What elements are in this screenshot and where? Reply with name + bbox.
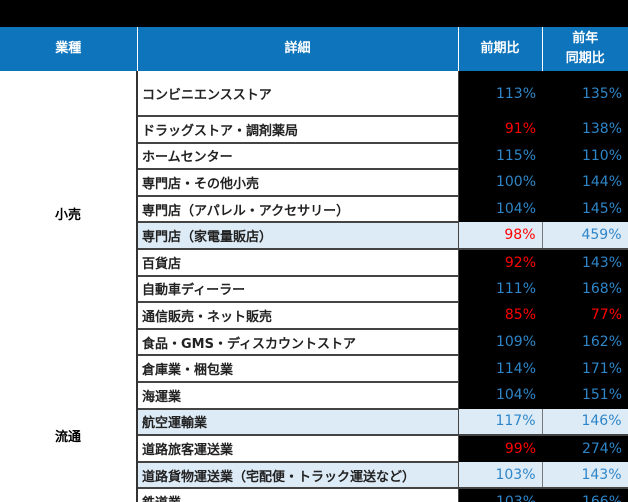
yoy-cell: 459% <box>542 222 628 250</box>
header-row: 業種 詳細 前期比 前年同期比 <box>0 27 628 71</box>
detail-cell: 百貨店 <box>137 248 459 277</box>
detail-cell: 専門店・その他小売 <box>137 169 459 197</box>
table-row: 鉄道業103%166% <box>0 488 628 502</box>
table-row: 専門店（アパレル・アクセサリー） 104% 145% <box>0 195 628 224</box>
yoy-cell: 144% <box>542 169 628 196</box>
detail-cell: 海運業 <box>137 381 459 410</box>
header-yoy-line1: 前年 <box>572 31 599 46</box>
table-row: 小売 コンビニエンスストア 113% 135% <box>0 71 628 356</box>
header-yoy: 前年 同期比 <box>542 27 628 71</box>
table-row: 百貨店 92% 143% <box>0 248 628 277</box>
table-row: 通信販売・ネット販売 85% 77% <box>0 302 628 330</box>
yoy-cell: 166% <box>542 488 628 502</box>
yoy-cell: 110% <box>542 142 628 170</box>
qoq-cell: 100% <box>458 169 542 196</box>
qoq-cell: 117% <box>458 408 543 437</box>
table-row: ホームセンター 115% 110% <box>0 142 628 171</box>
table-row: 航空運輸業 117% 146% <box>0 408 628 437</box>
header-qoq: 前期比 <box>458 27 543 71</box>
detail-cell: 専門店（アパレル・アクセサリー） <box>137 195 459 224</box>
detail-cell: 自動車ディーラー <box>137 275 459 304</box>
qoq-cell: 91% <box>458 116 542 143</box>
yoy-cell: 146% <box>542 408 628 437</box>
qoq-cell: 115% <box>458 142 542 170</box>
qoq-cell: 104% <box>458 195 542 223</box>
yoy-cell: 138% <box>542 116 628 143</box>
qoq-cell: 103% <box>458 488 542 502</box>
qoq-cell: 99% <box>458 435 542 462</box>
qoq-cell: 111% <box>458 275 542 303</box>
detail-cell: 鉄道業 <box>137 488 459 502</box>
yoy-cell: 171% <box>542 355 628 382</box>
detail-cell: 倉庫業・梱包業 <box>137 355 459 383</box>
detail-cell: ホームセンター <box>137 142 459 171</box>
header-yoy-line2: 同期比 <box>565 51 605 66</box>
yoy-cell: 77% <box>542 302 628 329</box>
qoq-cell: 103% <box>458 461 543 490</box>
table-row: 自動車ディーラー 111% 168% <box>0 275 628 304</box>
qoq-cell: 98% <box>458 222 543 250</box>
table-row: 海運業 104% 151% <box>0 381 628 410</box>
detail-cell: 食品・GMS・ディスカウントストア <box>137 328 459 357</box>
yoy-cell: 274% <box>542 435 628 462</box>
yoy-cell: 168% <box>542 275 628 303</box>
yoy-cell: 145% <box>542 195 628 223</box>
qoq-cell: 109% <box>458 328 542 356</box>
qoq-cell: 85% <box>458 302 542 329</box>
yoy-cell: 143% <box>542 461 628 490</box>
category-cell: 流通 <box>0 355 138 502</box>
detail-cell: ドラッグストア・調剤薬局 <box>137 116 459 144</box>
table-row: 専門店（家電量販店） 98% 459% <box>0 222 628 250</box>
table-row: 流通 倉庫業・梱包業 114% 171% <box>0 355 628 502</box>
detail-cell: コンビニエンスストア <box>137 71 459 117</box>
industry-comparison-table: 業種 詳細 前期比 前年 同期比 小売 コンビニエンスストア 113% 135% ドラッグ… <box>0 27 628 502</box>
table-row: ドラッグストア・調剤薬局 91% 138% <box>0 116 628 144</box>
table-row: 道路貨物運送業（宅配便・トラック運送など） 103% 143% <box>0 461 628 490</box>
detail-cell: 航空運輸業 <box>137 408 459 437</box>
table-row: 専門店・その他小売 100% 144% <box>0 169 628 197</box>
detail-cell: 通信販売・ネット販売 <box>137 302 459 330</box>
detail-cell: 専門店（家電量販店） <box>137 222 459 250</box>
table-row: 道路旅客運送業 99% 274% <box>0 435 628 463</box>
yoy-cell: 135% <box>542 71 628 116</box>
detail-cell: 道路旅客運送業 <box>137 435 459 463</box>
qoq-cell: 114% <box>458 355 542 382</box>
yoy-cell: 143% <box>542 248 628 276</box>
header-detail: 詳細 <box>137 27 459 71</box>
qoq-cell: 104% <box>458 381 542 409</box>
detail-cell: 道路貨物運送業（宅配便・トラック運送など） <box>137 461 459 490</box>
yoy-cell: 151% <box>542 381 628 409</box>
qoq-cell: 92% <box>458 248 542 276</box>
qoq-cell: 113% <box>458 71 542 116</box>
category-cell: 小売 <box>0 71 138 356</box>
header-category: 業種 <box>0 27 138 71</box>
yoy-cell: 162% <box>542 328 628 356</box>
table-row: 食品・GMS・ディスカウントストア 109% 162% <box>0 328 628 357</box>
